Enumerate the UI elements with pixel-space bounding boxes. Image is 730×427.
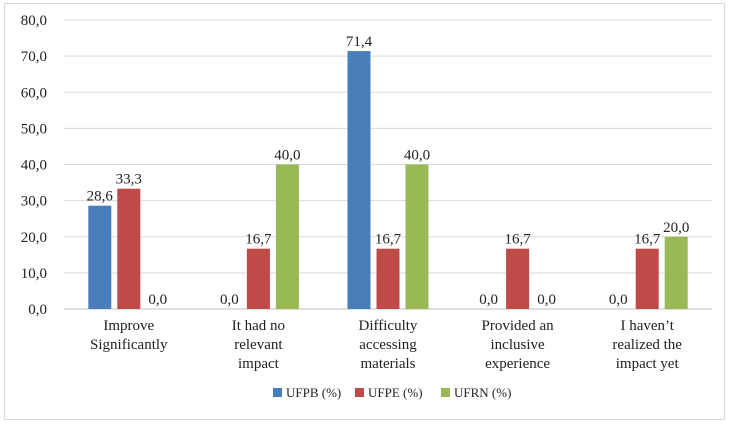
legend-swatch: [273, 388, 282, 397]
category-label-line: impact yet: [616, 356, 680, 372]
category-label-line: Significantly: [90, 337, 168, 353]
bar-ufpb: [88, 205, 112, 309]
category-label: Difficulty accessing materials: [359, 318, 418, 372]
y-tick-label: 30,0: [21, 194, 47, 210]
y-tick-label: 50,0: [21, 121, 47, 137]
legend-swatch: [355, 388, 364, 397]
data-label: 16,7: [245, 232, 272, 248]
category-label-line: realized the: [612, 337, 682, 353]
data-label: 0,0: [148, 292, 167, 308]
y-tick-label: 70,0: [21, 49, 47, 65]
data-label: 28,6: [87, 189, 114, 205]
y-tick-label: 20,0: [21, 230, 47, 246]
data-label: 16,7: [504, 232, 531, 248]
legend-label: UFPB (%): [286, 385, 341, 400]
category-label-line: It had no: [232, 318, 285, 334]
y-tick-label: 80,0: [21, 13, 47, 29]
category-label: Provided an inclusive experience: [482, 318, 555, 372]
data-label: 0,0: [537, 292, 556, 308]
category-label: Improve Significantly: [90, 318, 168, 353]
category-label-line: Improve: [103, 318, 154, 334]
data-label: 0,0: [220, 292, 239, 308]
category-label: I haven’t realized the impact yet: [612, 318, 682, 372]
data-label: 71,4: [346, 34, 373, 50]
bar-ufpe: [246, 248, 270, 309]
category-label-line: I haven’t: [620, 318, 674, 334]
category-label: It had no relevant impact: [232, 318, 285, 372]
bar-ufrn: [405, 164, 429, 309]
legend-label: UFRN (%): [454, 385, 511, 400]
category-label-line: relevant: [234, 337, 283, 353]
data-label: 0,0: [479, 292, 498, 308]
bar-ufpe: [635, 248, 659, 309]
y-tick-label: 60,0: [21, 85, 47, 101]
data-label: 33,3: [116, 172, 142, 188]
data-label: 16,7: [375, 232, 402, 248]
category-label-line: materials: [361, 356, 416, 372]
bar-ufpe: [506, 248, 530, 309]
bar-ufpe: [376, 248, 400, 309]
category-label-line: Difficulty: [359, 318, 418, 334]
category-label-line: accessing: [359, 337, 417, 353]
category-label-line: inclusive: [491, 337, 545, 353]
y-tick-label: 0,0: [28, 302, 47, 318]
legend-label: UFPE (%): [368, 385, 423, 400]
category-label-line: impact: [238, 356, 280, 372]
category-label-line: Provided an: [482, 318, 555, 334]
data-label: 16,7: [634, 232, 661, 248]
data-label: 0,0: [609, 292, 628, 308]
y-tick-label: 40,0: [21, 158, 47, 174]
y-tick-label: 10,0: [21, 266, 47, 282]
bar-ufpb: [347, 51, 371, 309]
bar-ufrn: [664, 236, 688, 309]
data-label: 40,0: [404, 148, 430, 164]
data-label: 20,0: [663, 220, 689, 236]
category-label-line: experience: [485, 356, 550, 372]
bar-ufpe: [117, 188, 141, 309]
bar-ufrn: [275, 164, 299, 309]
data-label: 40,0: [274, 148, 300, 164]
legend-swatch: [441, 388, 450, 397]
